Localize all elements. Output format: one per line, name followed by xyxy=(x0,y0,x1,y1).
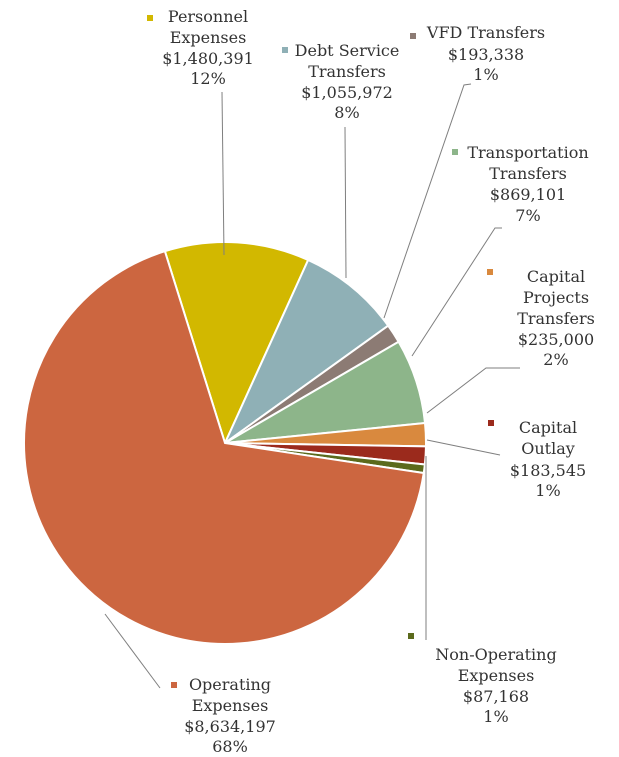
slice-percent-label: 8% xyxy=(334,103,359,122)
slice-category-label: Expenses xyxy=(170,28,247,47)
slice-percent-label: 68% xyxy=(212,737,248,756)
slice-category-label: Transportation xyxy=(467,143,588,162)
slice-category-label: Personnel xyxy=(168,7,248,26)
legend-marker-capital-outlay xyxy=(488,420,494,426)
slice-percent-label: 1% xyxy=(483,707,508,726)
slice-value-label: $193,338 xyxy=(448,45,524,64)
slice-percent-label: 1% xyxy=(535,481,560,500)
slice-category-label: Capital xyxy=(519,418,577,437)
slice-value-label: $183,545 xyxy=(510,461,586,480)
slice-category-label: Expenses xyxy=(192,696,269,715)
slice-category-label: Debt Service xyxy=(295,41,400,60)
slice-value-label: $1,480,391 xyxy=(162,49,254,68)
slice-category-label: Projects xyxy=(523,288,589,307)
slice-category-label: Outlay xyxy=(521,439,575,458)
slice-percent-label: 1% xyxy=(473,65,498,84)
slice-category-label: Non-Operating xyxy=(435,645,556,664)
slice-value-label: $235,000 xyxy=(518,330,594,349)
legend-marker-non-operating-expenses xyxy=(408,633,414,639)
pie-slice-operating-expenses xyxy=(23,249,425,645)
slice-category-label: Capital xyxy=(527,267,585,286)
pie-slice-personnel-expenses xyxy=(163,241,310,446)
leader-line-capital-outlay xyxy=(426,439,501,456)
legend-marker-operating-expenses xyxy=(171,682,177,688)
slice-category-label: Transfers xyxy=(517,309,595,328)
slice-category-label: Expenses xyxy=(458,666,535,685)
slice-value-label: $869,101 xyxy=(490,185,566,204)
leader-line-transportation-transfers xyxy=(411,227,502,357)
slice-value-label: $1,055,972 xyxy=(301,83,393,102)
slice-category-label: Operating xyxy=(189,675,271,694)
slice-percent-label: 2% xyxy=(543,350,568,369)
slice-percent-label: 12% xyxy=(190,69,226,88)
leader-line-operating-expenses xyxy=(104,613,161,689)
legend-marker-transportation-transfers xyxy=(452,149,458,155)
legend-marker-debt-service-transfers xyxy=(282,47,288,53)
leader-lines-layer xyxy=(104,83,520,689)
legend-marker-personnel-expenses xyxy=(147,15,153,21)
slice-value-label: $87,168 xyxy=(463,687,529,706)
slices-layer xyxy=(23,241,427,645)
pie-slice-debt-service-transfers xyxy=(222,258,390,447)
slice-category-label: Transfers xyxy=(308,62,386,81)
legend-marker-capital-projects-transfers xyxy=(487,269,493,275)
slice-value-label: $8,634,197 xyxy=(184,717,276,736)
slice-category-label: VFD Transfers xyxy=(426,23,545,42)
slice-category-label: Transfers xyxy=(489,164,567,183)
legend-marker-vfd-transfers xyxy=(410,33,416,39)
slice-percent-label: 7% xyxy=(515,206,540,225)
leader-line-capital-projects-transfers xyxy=(426,367,520,414)
leader-line-vfd-transfers xyxy=(383,83,472,319)
leader-line-debt-service-transfers xyxy=(344,126,347,279)
leader-line-personnel-expenses xyxy=(221,91,225,256)
